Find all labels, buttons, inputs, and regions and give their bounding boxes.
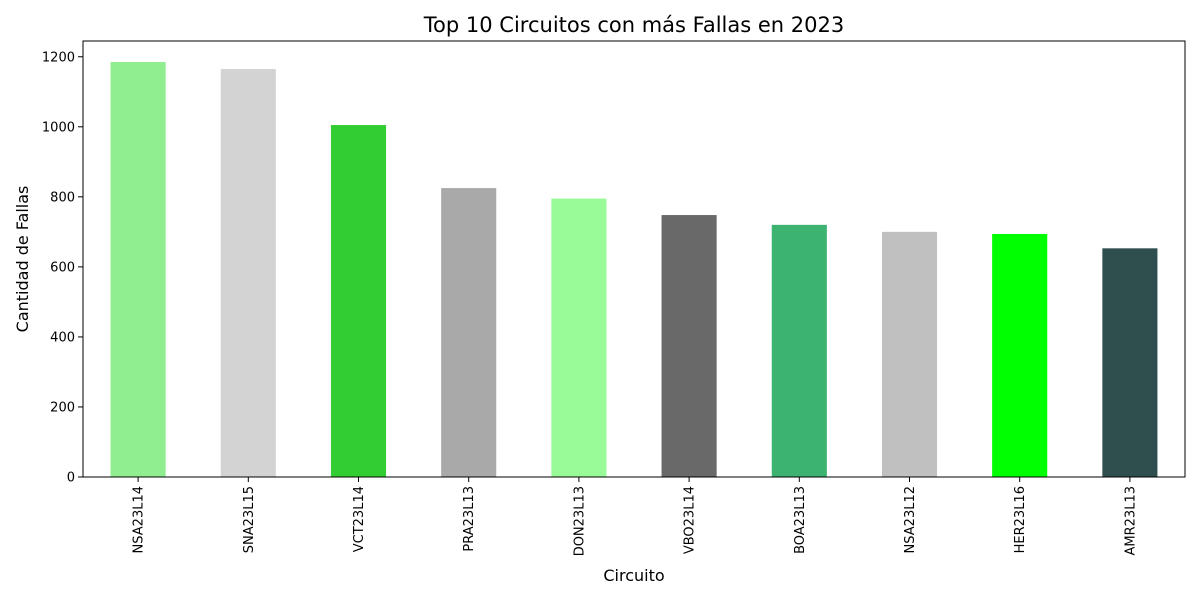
plot-frame [82,40,1186,478]
x-axis-label: Circuito [603,566,664,585]
x-tick-label: SNA23L15 [242,486,257,553]
x-tick-label: BOA23L13 [793,486,808,554]
bar-nsa23l12 [881,231,938,477]
chart-title: Top 10 Circuitos con más Fallas en 2023 [423,13,844,37]
x-tick-label: DON23L13 [572,486,587,556]
bar-her23l16 [992,233,1048,477]
y-tick-label: 1200 [42,50,75,65]
y-tick-label: 200 [50,400,75,415]
x-tick-label: NSA23L14 [132,486,147,553]
x-tick-label: HER23L16 [1013,486,1028,553]
bar-pra23l13 [441,188,497,477]
bar-vbo23l14 [661,215,717,477]
x-tick-label: AMR23L13 [1123,486,1138,555]
bar-nsa23l14 [110,62,166,477]
y-tick-label: 400 [50,330,75,345]
bar-sna23l15 [220,69,276,478]
x-axis: NSA23L14 SNA23L15 VCT23L14 PRA23L13 DON23L13… [132,477,1138,556]
x-tick-label: NSA23L12 [903,486,918,553]
y-tick-label: 0 [67,471,75,486]
y-axis-label: Cantidad de Fallas [13,186,32,333]
y-tick-label: 600 [50,260,75,275]
y-tick-label: 1000 [42,120,75,135]
x-tick-label: PRA23L13 [462,486,477,552]
x-tick-label: VBO23L14 [683,486,698,554]
bars [110,62,1158,478]
bar-boa23l13 [771,224,827,477]
bar-vct23l14 [330,125,387,478]
bar-don23l13 [551,198,607,477]
y-tick-label: 800 [50,190,75,205]
x-tick-label: VCT23L14 [352,486,367,552]
bar-amr23l13 [1102,248,1158,477]
y-axis: 0 200 400 600 800 1000 1200 [42,50,83,486]
